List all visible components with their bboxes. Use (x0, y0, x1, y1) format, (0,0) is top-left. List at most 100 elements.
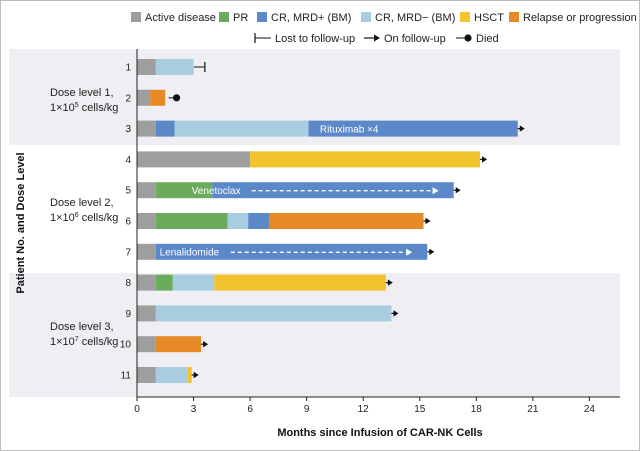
bar-segment-active (137, 213, 156, 229)
patient-row-10: 10 (120, 336, 209, 353)
x-tick-label: 18 (471, 404, 483, 415)
legend-swatch (219, 12, 229, 22)
on-follow-up-marker (191, 371, 199, 379)
x-tick-label: 3 (191, 404, 197, 415)
lost-to-follow-up-marker (193, 62, 206, 72)
bar-segment-cr_neg (155, 59, 194, 75)
y-axis-title: Patient No. and Dose Level (15, 152, 27, 293)
legend-label: On follow-up (384, 33, 446, 45)
patient-row-9: 9 (125, 305, 399, 322)
legend-item-cr_pos: CR, MRD+ (BM) (257, 12, 351, 24)
bar-segment-hsct (187, 367, 192, 383)
dose-group-title: Dose level 2, (50, 197, 114, 209)
treatment-annotation: Rituximab ×4 (320, 124, 379, 135)
legend-swatch (131, 12, 141, 22)
patient-row-6: 6 (125, 213, 431, 229)
dose-group-label-2: Dose level 2, 1×106 cells/kg (50, 197, 118, 224)
x-axis: 0 3 6 9 12 15 18 21 24 Months since Infusion of C… (134, 49, 620, 439)
legend-item-hsct: HSCT (460, 12, 504, 24)
legend-item-cr_neg: CR, MRD− (BM) (361, 12, 455, 24)
bar-segment-pr (155, 274, 173, 291)
on-follow-up-marker (517, 125, 525, 132)
bar-segment-cr_neg (155, 367, 188, 383)
bar-segment-cr_neg (174, 120, 309, 137)
on-follow-up-marker (385, 279, 393, 286)
legend-label: Active disease (145, 12, 216, 24)
legend-item-on: On follow-up (364, 33, 446, 45)
x-axis-title: Months since Infusion of CAR-NK Cells (277, 427, 482, 439)
dose-group-band-3 (9, 273, 620, 397)
bars: 1 2 3 Rituximab ×4 4 5 Venetoclax 6 7 Lenalidomid… (120, 59, 525, 383)
on-follow-up-marker (391, 310, 399, 317)
bar-segment-cr_pos (155, 120, 175, 137)
legend-item-pr: PR (219, 12, 248, 24)
bar-segment-hsct (214, 274, 386, 291)
bar-segment-active (137, 151, 251, 168)
legend-label: Died (476, 33, 499, 45)
patient-row-11: 11 (121, 367, 199, 383)
bar-segment-relapse (268, 213, 424, 229)
bar-segment-cr_pos (248, 213, 269, 229)
legend-item-lost: Lost to follow-up (254, 33, 355, 45)
bar-segment-active (137, 305, 156, 322)
dose-group-title: Dose level 3, (50, 321, 114, 333)
died-marker (168, 94, 181, 102)
bar-segment-hsct (250, 151, 481, 168)
patient-row-7: 7 Lenalidomide (125, 243, 435, 260)
legend-label: HSCT (474, 12, 504, 24)
legend-label: CR, MRD− (BM) (375, 12, 455, 24)
patient-id-label: 5 (125, 186, 131, 197)
patient-id-label: 3 (125, 124, 131, 135)
legend-item-active: Active disease (131, 12, 216, 24)
legend-item-died: Died (456, 33, 499, 45)
patient-row-1: 1 (125, 59, 206, 75)
patient-row-8: 8 (125, 274, 393, 291)
patient-row-4: 4 (125, 151, 488, 168)
legend-swatch (257, 12, 267, 22)
dose-group-cells: 1×105 cells/kg (50, 102, 118, 114)
patient-row-5: 5 Venetoclax (125, 182, 461, 199)
treatment-arrowhead (432, 187, 439, 195)
patient-id-label: 11 (121, 371, 132, 382)
x-tick-label: 0 (134, 404, 140, 415)
bar-segment-active (137, 243, 156, 260)
treatment-annotation: Venetoclax (192, 186, 241, 197)
legend-label: PR (233, 12, 248, 24)
bar-segment-cr_pos (212, 182, 454, 199)
patient-id-label: 7 (125, 247, 131, 258)
legend: Active disease PR CR, MRD+ (BM) CR, MRD− (B… (131, 12, 637, 45)
patient-row-3: 3 Rituximab ×4 (125, 120, 525, 137)
bar-segment-cr_pos (308, 120, 518, 137)
legend-item-relapse: Relapse or progression (509, 12, 637, 24)
patient-row-2: 2 (125, 89, 181, 106)
x-tick-label: 6 (247, 404, 253, 415)
treatment-arrowhead (406, 248, 413, 256)
dose-group-label-3: Dose level 3, 1×107 cells/kg (50, 321, 118, 348)
bar-segment-pr (155, 213, 228, 229)
dose-group-cells: 1×107 cells/kg (50, 336, 118, 348)
patient-id-label: 8 (125, 278, 131, 289)
x-tick-label: 15 (414, 404, 426, 415)
patient-id-label: 10 (120, 340, 132, 351)
legend-label: Relapse or progression (523, 12, 637, 24)
bar-segment-cr_neg (172, 274, 215, 291)
bar-segment-active (137, 182, 156, 199)
dose-group-cells: 1×106 cells/kg (50, 212, 118, 224)
legend-swatch (361, 12, 371, 22)
bar-segment-active (137, 120, 156, 137)
on-follow-up-marker (427, 248, 435, 255)
patient-id-label: 1 (125, 63, 131, 74)
x-tick-label: 9 (304, 404, 310, 415)
bar-segment-relapse (150, 89, 166, 106)
bar-segment-relapse (155, 336, 202, 353)
on-follow-up-marker (423, 217, 431, 225)
legend-label: CR, MRD+ (BM) (271, 12, 351, 24)
on-follow-up-marker (453, 187, 461, 194)
bar-segment-active (137, 367, 156, 383)
dose-group-label-1: Dose level 1, 1×105 cells/kg (50, 87, 118, 114)
x-tick-label: 24 (584, 404, 596, 415)
patient-id-label: 2 (125, 93, 131, 104)
patient-id-label: 4 (125, 155, 131, 166)
bar-segment-cr_neg (155, 305, 392, 322)
